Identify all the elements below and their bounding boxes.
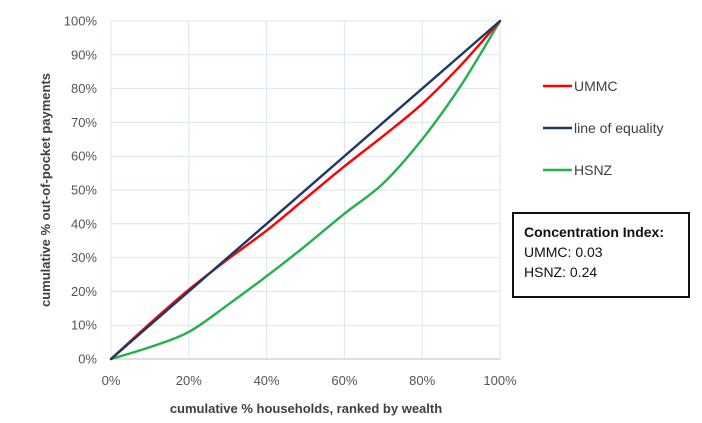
x-tick-label: 100%	[483, 373, 517, 388]
y-tick-labels: 0% 10% 20% 30% 40% 50% 60% 70% 80% 90% 100%	[64, 14, 98, 367]
y-tick-label: 100%	[64, 14, 98, 29]
x-tick-label: 80%	[409, 373, 435, 388]
x-tick-label: 60%	[331, 373, 357, 388]
series-line-ummc	[109, 19, 502, 361]
x-tick-labels: 0% 20% 40% 60% 80% 100%	[102, 373, 517, 388]
concentration-index-box: Concentration Index: UMMC: 0.03 HSNZ: 0.…	[512, 212, 690, 298]
legend-label-line-of-equality: line of equality	[574, 120, 664, 136]
concentration-index-title: Concentration Index:	[524, 224, 665, 240]
series-line-line-of-equality	[109, 19, 502, 361]
concentration-index-ummc: UMMC: 0.03	[524, 244, 603, 260]
y-tick-label: 50%	[71, 183, 97, 198]
y-tick-label: 10%	[71, 318, 97, 333]
y-tick-label: 90%	[71, 47, 97, 62]
legend-label-hsnz: HSNZ	[574, 162, 613, 178]
y-tick-label: 40%	[71, 216, 97, 231]
x-axis-title: cumulative % households, ranked by wealt…	[170, 401, 442, 416]
y-axis-title: cumulative % out-of-pocket payments	[38, 73, 53, 307]
y-tick-label: 30%	[71, 250, 97, 265]
y-tick-label: 70%	[71, 115, 97, 130]
concentration-index-hsnz: HSNZ: 0.24	[524, 264, 598, 280]
y-tick-label: 0%	[78, 352, 97, 367]
series-line-hsnz	[109, 19, 502, 361]
y-tick-label: 60%	[71, 149, 97, 164]
x-tick-label: 0%	[102, 373, 121, 388]
y-tick-label: 80%	[71, 81, 97, 96]
series-lines	[109, 19, 502, 361]
x-tick-label: 20%	[176, 373, 202, 388]
y-tick-label: 20%	[71, 284, 97, 299]
legend: UMMC line of equality HSNZ	[543, 78, 664, 178]
legend-label-ummc: UMMC	[574, 78, 618, 94]
x-tick-label: 40%	[254, 373, 280, 388]
